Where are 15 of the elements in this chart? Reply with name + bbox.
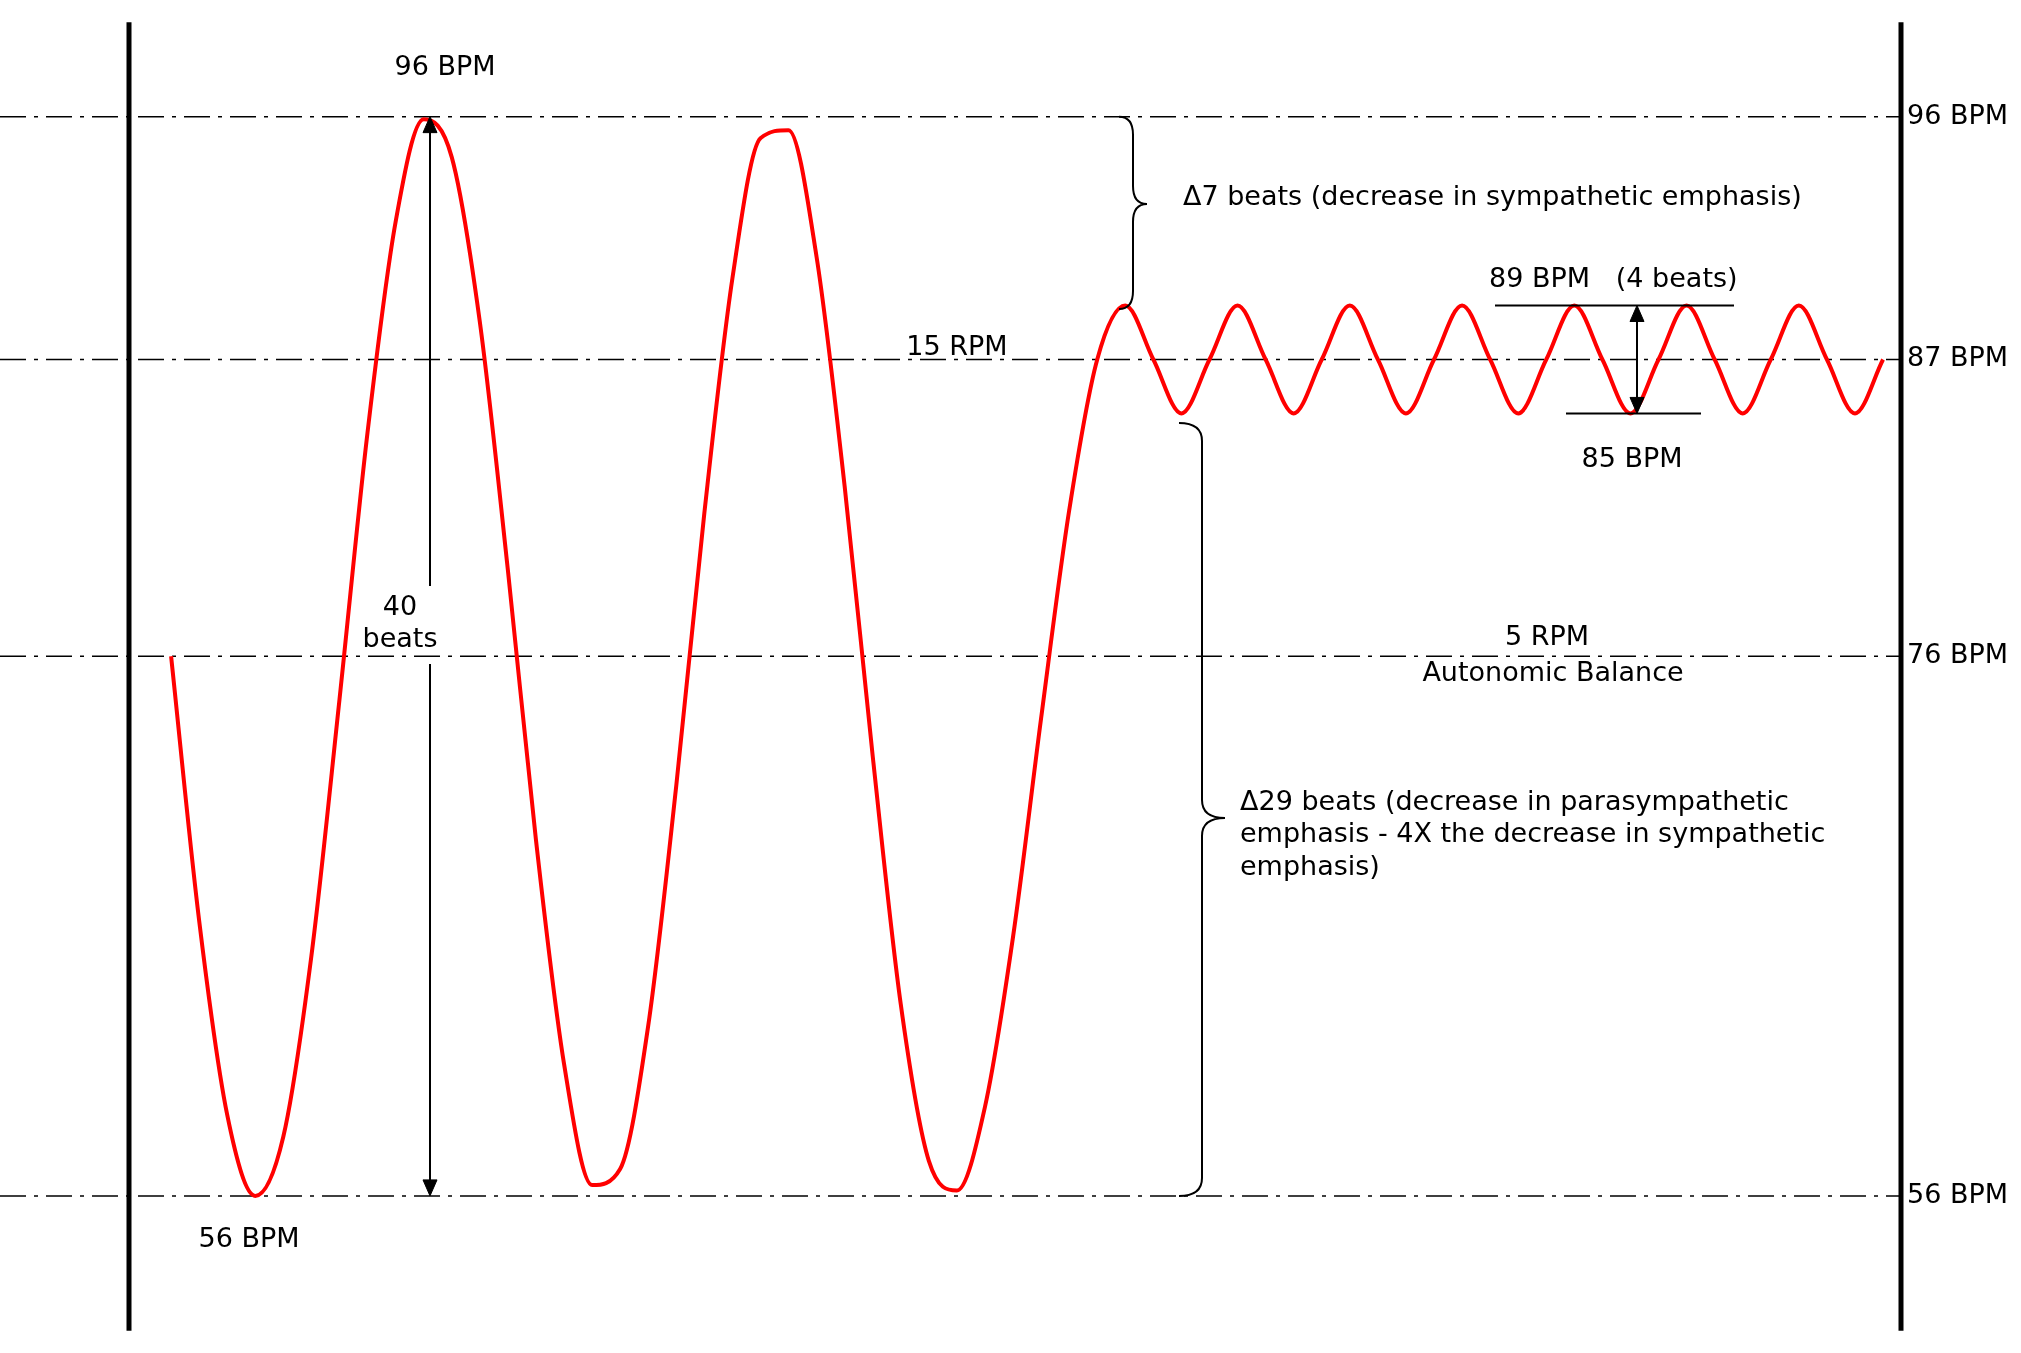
annotation: 15 RPM (906, 330, 1008, 363)
y-tick-label: 56 BPM (1907, 1177, 2009, 1209)
annotation: 85 BPM (1581, 442, 1683, 475)
annotation: 5 RPM (1504, 620, 1590, 653)
annotation: Δ29 beats (decrease in parasympathetic emphasis - 4X the decrease in sympathetic emphasis) (1240, 785, 1827, 883)
annotation: 89 BPM (4 beats) (1489, 262, 1738, 295)
y-tick-label: 76 BPM (1907, 638, 2009, 670)
y-tick-label: 87 BPM (1907, 341, 2009, 373)
annotation: 40 beats (361, 590, 439, 655)
annotation: 56 BPM (198, 1222, 300, 1255)
y-tick-label: 96 BPM (1907, 98, 2009, 130)
annotation: 96 BPM (394, 50, 496, 83)
annotation: Autonomic Balance (1422, 656, 1684, 689)
annotation: Δ7 beats (decrease in sympathetic emphasis) (1183, 180, 1802, 213)
line-series (169, 117, 1886, 1198)
